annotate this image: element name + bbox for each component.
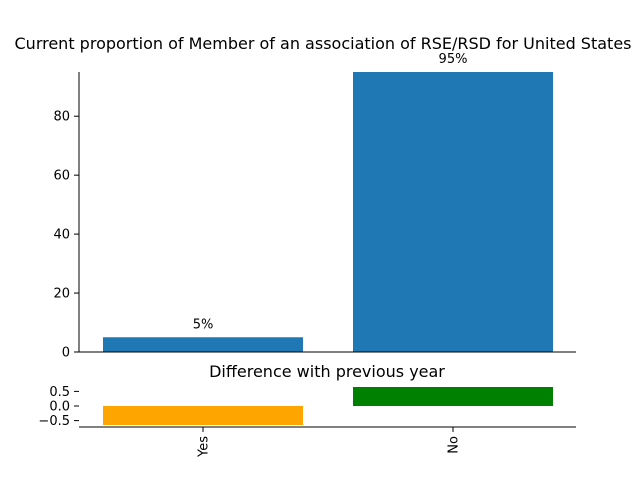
main-y-tick-label: 40 <box>53 228 70 243</box>
difference-chart-title: Difference with previous year <box>209 362 445 381</box>
main-bars <box>103 72 553 352</box>
difference-y-ticks: −0.50.00.5 <box>38 385 79 429</box>
difference-chart: Difference with previous year −0.50.00.5… <box>38 362 576 458</box>
difference-y-tick-label: 0.0 <box>49 400 70 415</box>
main-bar-no <box>353 72 553 352</box>
difference-y-tick-label: 0.5 <box>49 385 70 400</box>
main-y-tick-label: 20 <box>53 287 70 302</box>
difference-y-tick-label: −0.5 <box>38 414 70 429</box>
main-chart: Current proportion of Member of an assoc… <box>15 34 632 361</box>
main-y-tick-label: 60 <box>53 169 70 184</box>
difference-x-ticks: Yes No <box>197 427 462 458</box>
difference-bars <box>103 387 553 425</box>
main-y-ticks: 0 20 40 60 80 <box>53 110 79 361</box>
x-tick-label-no: No <box>447 436 462 454</box>
main-bar-labels: 5% 95% <box>193 52 468 332</box>
main-bar-value-label: 95% <box>439 52 468 67</box>
main-y-tick-label: 0 <box>62 346 70 361</box>
main-y-tick-label: 80 <box>53 110 70 125</box>
difference-bar-yes <box>103 406 303 425</box>
difference-bar-no <box>353 387 553 406</box>
x-tick-label-yes: Yes <box>197 436 212 458</box>
main-chart-title: Current proportion of Member of an assoc… <box>15 34 632 53</box>
main-bar-yes <box>103 337 303 352</box>
main-bar-value-label: 5% <box>193 317 214 332</box>
